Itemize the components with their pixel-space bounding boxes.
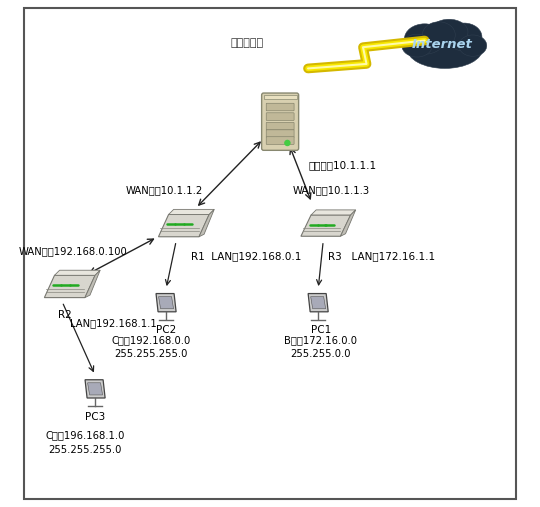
- Polygon shape: [310, 297, 326, 309]
- Text: R1  LAN：192.168.0.1: R1 LAN：192.168.0.1: [191, 251, 302, 261]
- Polygon shape: [85, 380, 105, 398]
- FancyBboxPatch shape: [262, 93, 299, 150]
- Text: LAN：192.168.1.1: LAN：192.168.1.1: [70, 318, 157, 328]
- FancyBboxPatch shape: [266, 122, 294, 130]
- Text: R2: R2: [58, 310, 71, 320]
- Polygon shape: [85, 270, 100, 298]
- Polygon shape: [44, 275, 95, 298]
- Ellipse shape: [407, 28, 483, 68]
- FancyBboxPatch shape: [266, 130, 294, 137]
- Ellipse shape: [447, 23, 482, 51]
- Text: WAN口：192.168.0.100: WAN口：192.168.0.100: [19, 246, 128, 256]
- Text: Internet: Internet: [412, 38, 473, 51]
- Text: WAN口：10.1.1.2: WAN口：10.1.1.2: [125, 186, 202, 196]
- FancyBboxPatch shape: [264, 95, 296, 99]
- Text: PC2: PC2: [156, 325, 176, 336]
- Ellipse shape: [422, 22, 455, 48]
- Polygon shape: [87, 383, 103, 395]
- Text: PC1: PC1: [310, 325, 331, 336]
- Circle shape: [285, 140, 290, 146]
- Polygon shape: [158, 214, 209, 237]
- Polygon shape: [55, 270, 100, 275]
- FancyBboxPatch shape: [266, 113, 294, 121]
- Ellipse shape: [430, 19, 468, 45]
- Text: 内网网入10.1.1.1: 内网网入10.1.1.1: [308, 160, 376, 170]
- Ellipse shape: [404, 24, 445, 54]
- Text: C类：196.168.1.0
255.255.255.0: C类：196.168.1.0 255.255.255.0: [45, 430, 125, 455]
- Ellipse shape: [402, 34, 432, 57]
- Polygon shape: [199, 209, 214, 237]
- Text: C类：192.168.0.0
255.255.255.0: C类：192.168.0.0 255.255.255.0: [111, 335, 191, 359]
- Text: B类：172.16.0.0
255.255.0.0: B类：172.16.0.0 255.255.0.0: [284, 335, 357, 359]
- FancyBboxPatch shape: [266, 137, 294, 144]
- Ellipse shape: [459, 35, 487, 56]
- Text: 连接至外网: 连接至外网: [231, 38, 264, 48]
- Text: WAN口：10.1.1.3: WAN口：10.1.1.3: [293, 186, 370, 196]
- Text: PC3: PC3: [85, 412, 105, 422]
- Polygon shape: [168, 209, 214, 214]
- Polygon shape: [341, 210, 356, 236]
- FancyBboxPatch shape: [266, 103, 294, 111]
- Polygon shape: [311, 210, 356, 215]
- Polygon shape: [301, 215, 350, 236]
- Text: R3   LAN：172.16.1.1: R3 LAN：172.16.1.1: [328, 251, 435, 261]
- Polygon shape: [159, 297, 173, 309]
- Polygon shape: [156, 294, 176, 312]
- Polygon shape: [308, 294, 328, 312]
- FancyBboxPatch shape: [24, 8, 516, 499]
